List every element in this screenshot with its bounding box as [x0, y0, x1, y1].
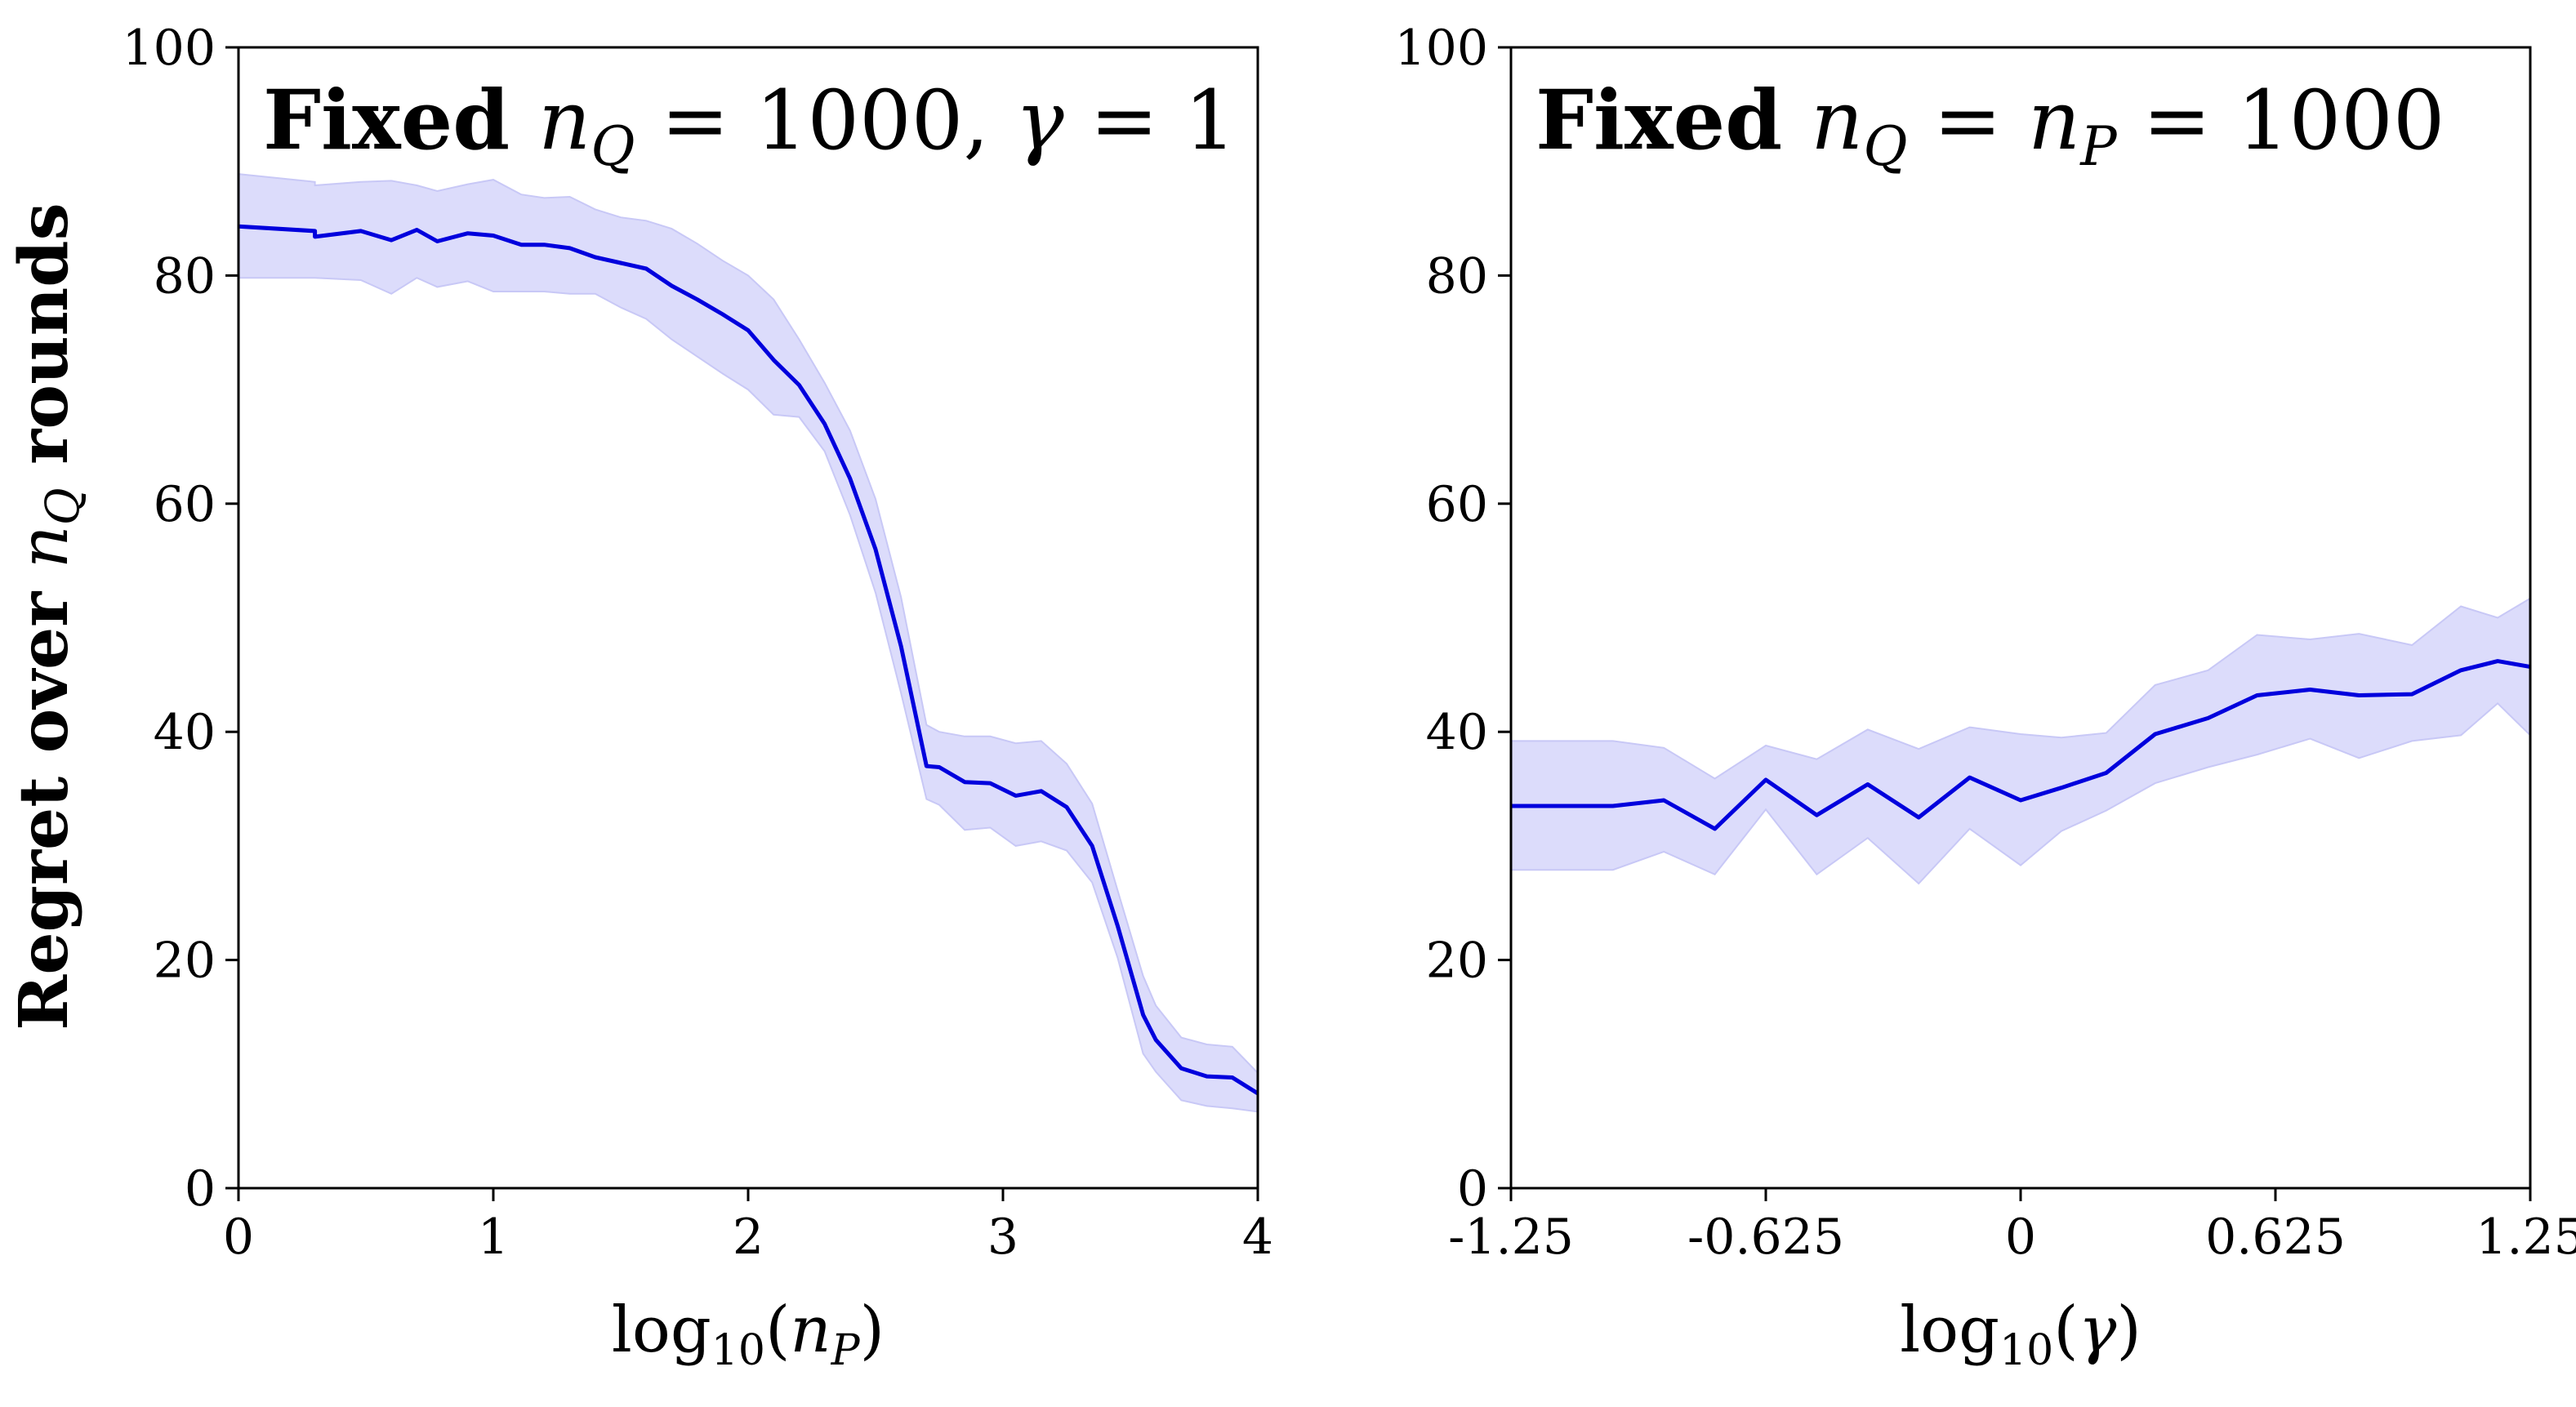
panel-left-title-rest1: = 1000, — [635, 73, 1014, 168]
panel-right-xlabel-var: γ — [2079, 1293, 2117, 1367]
panel-left-title-bold: Fixed — [263, 72, 538, 168]
panel-left-x-ticks: 0 1 2 3 4 — [223, 1188, 1273, 1266]
panel-left-title: Fixed nQ = 1000, γ = 1 — [263, 72, 1237, 178]
panel-left-xlabel-var: n — [790, 1293, 831, 1367]
panel-right-xlabel-sub: 10 — [1999, 1326, 2053, 1375]
panel-right-title-n2: n — [2028, 73, 2080, 168]
panel-right-title: Fixed nQ = nP = 1000 — [1535, 72, 2445, 178]
panel-left-xlabel-open: ( — [765, 1293, 790, 1367]
panel-right-title-bold: Fixed — [1535, 72, 1811, 168]
panel-right-x-ticks: -1.25 -0.625 0 0.625 1.25 — [1448, 1188, 2576, 1266]
panel-right-confidence-band-0 — [1510, 597, 2531, 885]
panel-right-y-tick-label: 40 — [1426, 704, 1488, 761]
panel-left-x-axis-label: log10(nP) — [612, 1293, 885, 1375]
panel-right-y-tick-label: 60 — [1426, 476, 1488, 533]
panel-left-line-layer — [238, 224, 1259, 1096]
panel-left-xlabel-log: log — [612, 1293, 711, 1367]
panel-left-x-tick-label: 3 — [987, 1209, 1018, 1266]
panel-right-line-layer — [1511, 659, 2531, 831]
panel-right: -1.25 -0.625 0 0.625 1.25 0 20 40 60 80 100 Fixed… — [1394, 20, 2576, 1375]
panel-left-x-tick-label: 1 — [478, 1209, 509, 1266]
panel-left-title-rest2: = 1 — [1064, 73, 1237, 168]
panel-left-xlabel-close: ) — [860, 1293, 885, 1367]
shared-y-axis-label: Regret over nQ rounds — [5, 203, 90, 1031]
panel-right-title-rest2: = 1000 — [2117, 73, 2445, 168]
panel-left-y-tick-label: 60 — [154, 476, 216, 533]
panel-right-axes-frame — [1509, 46, 2532, 1190]
panel-left-xlabel-sub: 10 — [711, 1326, 765, 1375]
panel-right-x-tick-label: -1.25 — [1448, 1209, 1574, 1266]
panel-left-band-layer — [238, 172, 1259, 1113]
panel-right-band-layer — [1510, 597, 2531, 885]
panel-right-x-tick-label: 1.25 — [2476, 1209, 2576, 1266]
panel-left-y-tick-label: 80 — [154, 247, 216, 305]
panel-left-y-ticks: 0 20 40 60 80 100 — [122, 20, 238, 1218]
panel-left-series-line-0 — [238, 224, 1259, 1096]
panel-left-title-n-sub: Q — [591, 115, 635, 178]
panel-left-confidence-band-0 — [238, 172, 1259, 1113]
panel-left-title-n: n — [538, 73, 591, 168]
panel-left-x-tick-label: 2 — [733, 1209, 764, 1266]
panel-left-y-tick-label: 100 — [122, 20, 216, 77]
panel-right-xlabel-close: ) — [2116, 1293, 2141, 1367]
panel-right-y-tick-label: 80 — [1426, 247, 1488, 305]
panel-right-y-tick-label: 100 — [1394, 20, 1488, 77]
panel-left-y-tick-label: 20 — [154, 933, 216, 990]
ylabel-suffix: rounds — [5, 203, 83, 488]
panel-right-x-tick-label: 0 — [2005, 1209, 2036, 1266]
ylabel-subscript: Q — [37, 488, 90, 525]
panel-right-x-tick-label: -0.625 — [1687, 1209, 1844, 1266]
panel-right-series-line-0 — [1511, 659, 2531, 831]
panel-left-x-tick-label: 0 — [223, 1209, 254, 1266]
panel-right-title-n2-sub: P — [2079, 115, 2118, 178]
panel-right-y-tick-label: 20 — [1426, 933, 1488, 990]
panel-right-title-n-sub: Q — [1863, 115, 1907, 178]
panel-left-title-gamma: γ — [1015, 73, 1064, 168]
panel-right-title-rest1: = — [1907, 73, 2027, 168]
panel-left-x-tick-label: 4 — [1242, 1209, 1273, 1266]
ylabel-prefix: Regret over — [5, 568, 83, 1031]
panel-right-x-axis-label: log10(γ) — [1900, 1293, 2141, 1375]
panel-right-xlabel-log: log — [1900, 1293, 1999, 1367]
panel-left-y-tick-label: 40 — [154, 704, 216, 761]
panel-left-y-tick-label: 0 — [185, 1160, 216, 1218]
panel-right-title-n: n — [1811, 73, 1863, 168]
panel-right-y-ticks: 0 20 40 60 80 100 — [1394, 20, 1511, 1218]
ylabel-symbol: n — [6, 525, 83, 568]
panel-right-x-tick-label: 0.625 — [2205, 1209, 2346, 1266]
panel-right-y-tick-label: 0 — [1457, 1160, 1488, 1218]
panel-left-xlabel-var-sub: P — [831, 1326, 861, 1375]
panel-right-xlabel-open: ( — [2053, 1293, 2078, 1367]
